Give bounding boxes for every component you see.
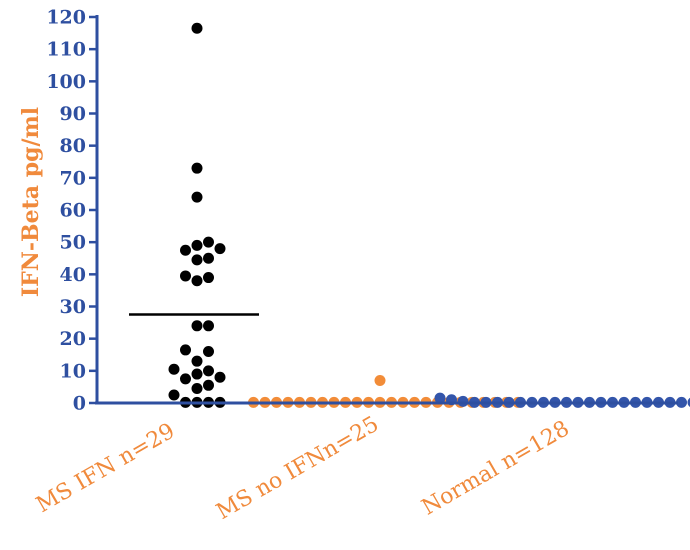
y-tick-label: 100 bbox=[46, 71, 86, 93]
data-point bbox=[168, 363, 180, 375]
y-tick-label: 30 bbox=[60, 296, 86, 318]
data-point bbox=[191, 383, 203, 395]
data-point bbox=[180, 344, 191, 356]
y-tick-label: 60 bbox=[60, 200, 86, 222]
category-label: Normal n=128 bbox=[418, 416, 574, 520]
data-point bbox=[203, 365, 214, 377]
data-point bbox=[203, 320, 214, 332]
data-point bbox=[191, 22, 203, 34]
data-point bbox=[191, 191, 203, 203]
y-tick-label: 90 bbox=[60, 103, 86, 125]
data-point bbox=[203, 346, 214, 358]
data-point bbox=[687, 397, 690, 407]
data-point bbox=[180, 270, 191, 282]
data-point bbox=[191, 254, 203, 266]
y-tick-label: 50 bbox=[60, 232, 86, 254]
category-label: MS no IFNn=25 bbox=[212, 412, 383, 525]
y-tick-label: 0 bbox=[73, 393, 86, 415]
category-labels: MS IFN n=29 MS no IFNn=25 Normal n=128 bbox=[32, 412, 574, 525]
data-point bbox=[180, 244, 191, 256]
data-point bbox=[191, 368, 203, 380]
y-tick-label: 70 bbox=[60, 167, 86, 189]
plot-area bbox=[129, 22, 690, 408]
data-point bbox=[434, 392, 446, 404]
data-point bbox=[203, 379, 214, 391]
y-tick-label: 20 bbox=[60, 328, 86, 350]
y-axis-title: IFN-Beta pg/ml bbox=[18, 107, 44, 297]
y-axis-ticks: 0 10 20 30 40 50 60 70 80 90 100 110 120 bbox=[46, 7, 97, 415]
data-point bbox=[203, 236, 214, 248]
category-label: MS IFN n=29 bbox=[32, 419, 179, 518]
data-point bbox=[191, 162, 203, 174]
data-point bbox=[676, 396, 687, 408]
data-point bbox=[180, 373, 191, 385]
y-tick-label: 80 bbox=[60, 135, 86, 157]
data-point bbox=[191, 355, 203, 367]
y-tick-label: 110 bbox=[46, 39, 86, 61]
data-point bbox=[191, 320, 203, 332]
data-point bbox=[191, 275, 203, 287]
data-point bbox=[374, 374, 386, 386]
data-point bbox=[203, 252, 214, 264]
data-point bbox=[168, 389, 180, 401]
data-point bbox=[203, 272, 214, 284]
data-point bbox=[214, 371, 226, 383]
y-tick-label: 40 bbox=[60, 264, 86, 286]
data-point bbox=[214, 243, 226, 255]
y-tick-label: 120 bbox=[46, 7, 86, 29]
data-point bbox=[457, 395, 469, 407]
y-tick-label: 10 bbox=[60, 360, 86, 382]
data-point bbox=[191, 239, 203, 251]
